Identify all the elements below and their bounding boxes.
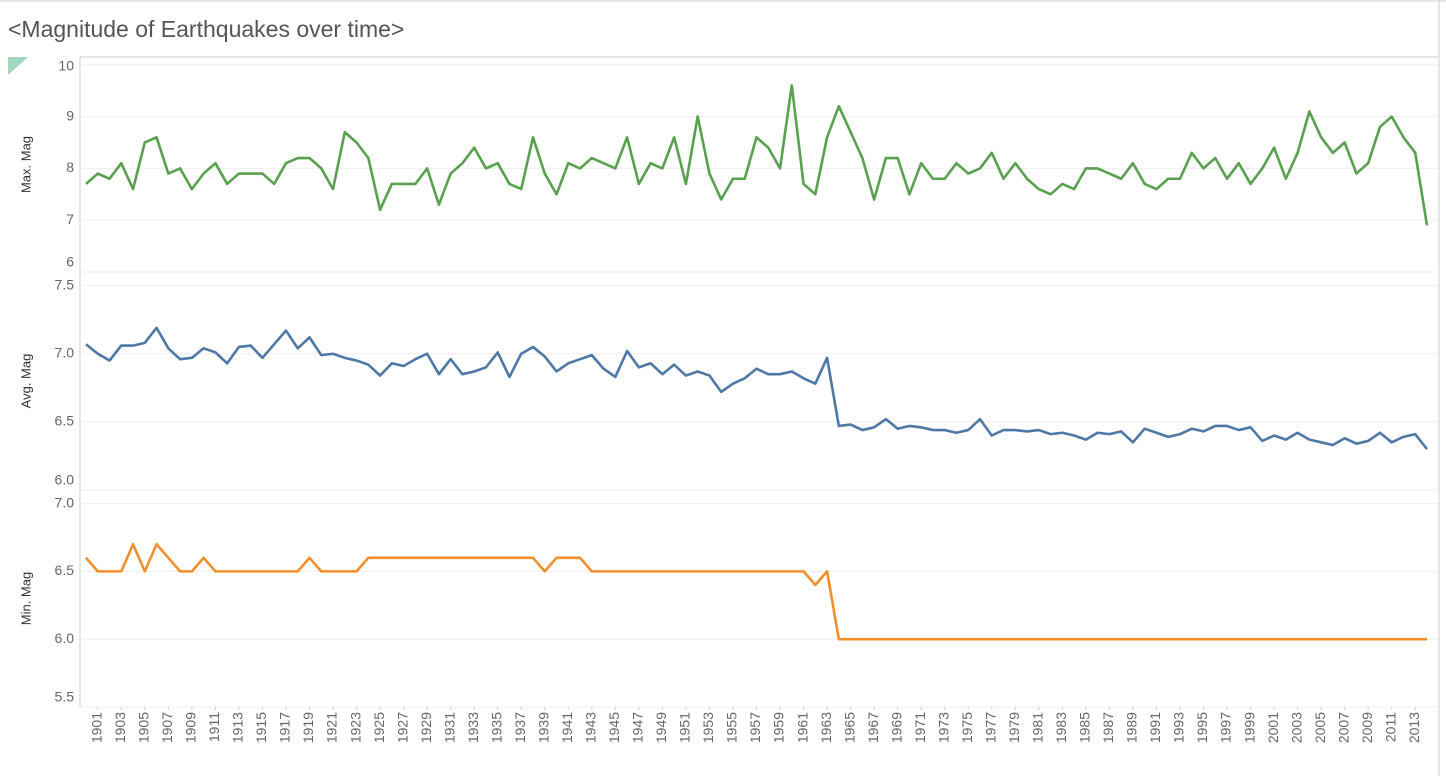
x-tick-label: 1959 bbox=[771, 712, 787, 743]
y-tick-label: 6.0 bbox=[55, 472, 75, 488]
x-tick-label: 2003 bbox=[1288, 712, 1304, 743]
x-tick-label: 1987 bbox=[1100, 712, 1116, 743]
x-tick-label: 1957 bbox=[747, 712, 763, 743]
x-tick-label: 1961 bbox=[794, 712, 810, 743]
y-tick-label: 6 bbox=[66, 254, 74, 270]
y-axis-title: Min. Mag bbox=[18, 572, 33, 625]
x-tick-label: 1965 bbox=[841, 712, 857, 743]
x-tick-label: 2013 bbox=[1406, 712, 1422, 743]
x-tick-label: 1937 bbox=[512, 712, 528, 743]
x-tick-label: 2011 bbox=[1382, 712, 1398, 742]
dashboard-title: <Magnitude of Earthquakes over time> bbox=[8, 16, 404, 42]
x-tick-label: 1947 bbox=[630, 712, 646, 743]
x-tick-label: 1991 bbox=[1147, 712, 1163, 743]
x-tick-label: 1925 bbox=[371, 712, 387, 743]
x-tick-label: 1955 bbox=[724, 712, 740, 743]
y-axis-title: Avg. Mag bbox=[18, 354, 33, 409]
x-tick-label: 2009 bbox=[1359, 712, 1375, 743]
x-tick-label: 1971 bbox=[912, 712, 928, 743]
x-tick-label: 1999 bbox=[1241, 712, 1257, 743]
x-tick-label: 1979 bbox=[1006, 712, 1022, 743]
x-tick-label: 1993 bbox=[1171, 712, 1187, 743]
x-tick-label: 1905 bbox=[136, 712, 152, 743]
x-tick-label: 1935 bbox=[488, 712, 504, 743]
x-tick-label: 1997 bbox=[1218, 712, 1234, 743]
x-tick-label: 1907 bbox=[159, 712, 175, 743]
x-tick-label: 1969 bbox=[888, 712, 904, 743]
x-tick-label: 2007 bbox=[1335, 712, 1351, 743]
x-tick-label: 1953 bbox=[700, 712, 716, 743]
y-tick-label: 5.5 bbox=[55, 689, 75, 705]
x-tick-label: 1903 bbox=[112, 712, 128, 743]
y-axis-title: Max. Mag bbox=[18, 136, 33, 193]
x-tick-label: 1911 bbox=[206, 712, 222, 742]
x-tick-label: 1973 bbox=[935, 712, 951, 743]
x-tick-label: 1929 bbox=[418, 712, 434, 743]
x-tick-label: 1917 bbox=[277, 712, 293, 743]
corner-marker bbox=[8, 57, 28, 75]
x-tick-label: 1939 bbox=[535, 712, 551, 743]
x-tick-label: 1927 bbox=[394, 712, 410, 743]
x-tick-label: 1983 bbox=[1053, 712, 1069, 743]
x-tick-label: 1913 bbox=[230, 712, 246, 743]
series-line bbox=[85, 84, 1429, 226]
x-tick-label: 1901 bbox=[88, 712, 104, 743]
y-tick-label: 7.0 bbox=[55, 494, 75, 510]
x-tick-label: 1975 bbox=[959, 712, 975, 743]
y-tick-label: 10 bbox=[58, 58, 74, 74]
x-tick-label: 1963 bbox=[818, 712, 834, 743]
y-tick-label: 7.0 bbox=[55, 344, 75, 360]
x-tick-label: 2001 bbox=[1265, 712, 1281, 743]
y-tick-label: 8 bbox=[66, 159, 74, 175]
x-tick-label: 1945 bbox=[606, 712, 622, 743]
x-tick-label: 1985 bbox=[1077, 712, 1093, 743]
x-tick-label: 1995 bbox=[1194, 712, 1210, 743]
y-tick-label: 9 bbox=[66, 107, 74, 123]
x-tick-label: 1951 bbox=[677, 712, 693, 743]
y-tick-label: 6.0 bbox=[55, 630, 75, 646]
x-tick-label: 1909 bbox=[183, 712, 199, 743]
series-line bbox=[85, 542, 1427, 641]
x-tick-label: 1923 bbox=[347, 712, 363, 743]
x-tick-label: 1967 bbox=[865, 712, 881, 743]
x-tick-label: 1941 bbox=[559, 712, 575, 743]
x-tick-label: 1943 bbox=[583, 712, 599, 743]
x-tick-label: 1977 bbox=[982, 712, 998, 743]
x-tick-label: 1931 bbox=[441, 712, 457, 743]
x-tick-label: 1921 bbox=[324, 712, 340, 743]
x-tick-label: 1933 bbox=[465, 712, 481, 743]
y-tick-label: 7 bbox=[66, 211, 74, 227]
x-tick-label: 2005 bbox=[1312, 712, 1328, 743]
x-tick-label: 1919 bbox=[300, 712, 316, 743]
x-tick-label: 1915 bbox=[253, 712, 269, 743]
y-tick-label: 6.5 bbox=[55, 562, 75, 578]
x-tick-label: 1949 bbox=[653, 712, 669, 743]
y-tick-label: 7.5 bbox=[55, 276, 75, 292]
y-tick-label: 6.5 bbox=[55, 413, 75, 429]
x-tick-label: 1981 bbox=[1030, 712, 1046, 743]
x-tick-label: 1989 bbox=[1124, 712, 1140, 743]
series-line bbox=[85, 326, 1429, 450]
